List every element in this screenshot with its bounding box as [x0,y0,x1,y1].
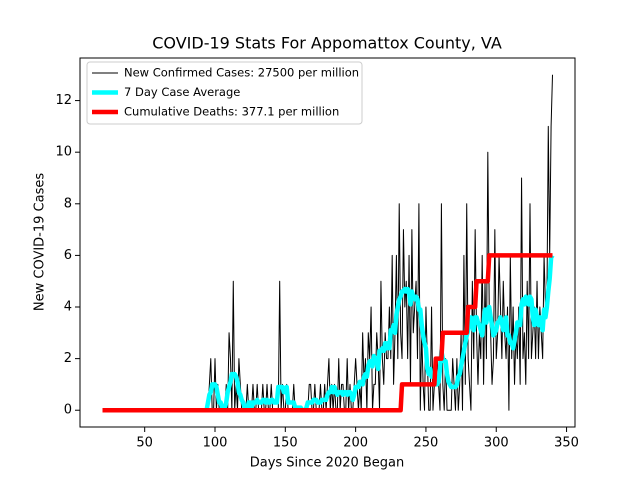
y-tick-label: 0 [64,403,72,418]
legend-label: 7 Day Case Average [124,85,240,99]
axes-frame [79,57,576,428]
y-tick-label: 12 [55,93,72,108]
y-axis-label: New COVID-19 Cases [33,173,48,311]
legend-label: Cumulative Deaths: 377.1 per million [124,105,339,119]
y-tick-label: 4 [64,300,72,315]
legend-box [86,61,363,125]
x-tick-label: 250 [414,436,439,451]
x-tick-label: 100 [203,436,228,451]
y-tick-label: 2 [64,351,72,366]
x-tick-label: 150 [273,436,298,451]
x-axis-label: Days Since 2020 Began [250,456,405,471]
x-tick-label: 200 [343,436,368,451]
y-tick-label: 8 [64,196,72,211]
y-tick-label: 6 [64,248,72,263]
series-line [101,253,554,413]
x-tick-label: 300 [484,436,509,451]
series-line [204,254,555,413]
chart-title: COVID-19 Stats For Appomattox County, VA [152,34,502,53]
y-tick-label: 10 [55,145,72,160]
legend-label: New Confirmed Cases: 27500 per million [124,66,359,80]
plot-area [101,74,555,413]
x-tick-label: 350 [554,436,579,451]
x-tick-label: 50 [136,436,153,451]
legend: New Confirmed Cases: 27500 per million 7 … [86,61,363,125]
